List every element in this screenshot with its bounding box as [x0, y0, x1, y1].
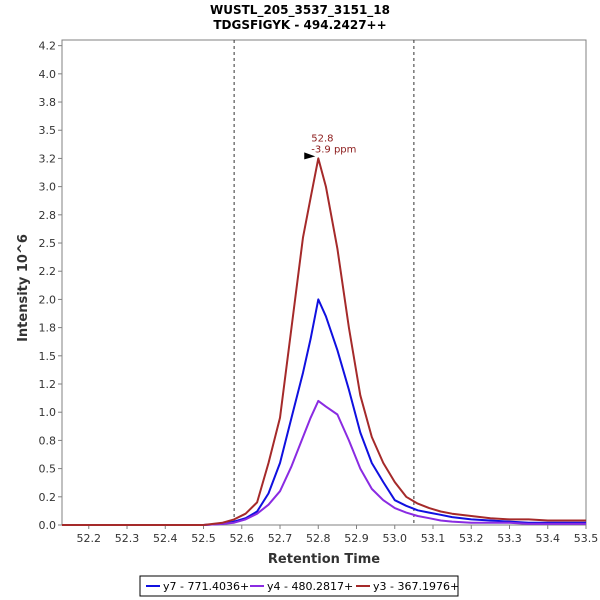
x-tick-label: 52.3: [115, 532, 140, 545]
legend-label: y4 - 480.2817+: [267, 580, 353, 593]
y-tick-label: 2.2: [39, 265, 57, 278]
x-tick-label: 52.2: [77, 532, 102, 545]
x-tick-label: 52.9: [344, 532, 369, 545]
y-tick-label: 1.8: [39, 322, 57, 335]
y-axis-label: Intensity 10^6: [16, 234, 31, 342]
legend: y7 - 771.4036+ y4 - 480.2817+ y3 - 367.197…: [139, 575, 459, 597]
y-axis: 0.0 0.2 0.5 0.8 1.0 1.2 1.5 1.8 2.0 2.2 2.5 2.8 3.0 3…: [39, 40, 62, 532]
annotation-rt: 52.8: [311, 133, 333, 144]
y-tick-label: 3.0: [39, 181, 57, 194]
x-tick-label: 52.4: [153, 532, 178, 545]
peak-boundaries: [233, 40, 415, 525]
y-tick-label: 0.8: [39, 434, 57, 447]
peak-annotation: 52.8 -3.9 ppm: [304, 133, 356, 160]
x-tick-label: 53.5: [574, 532, 599, 545]
legend-label: y7 - 771.4036+: [163, 580, 249, 593]
y-tick-label: 3.5: [39, 124, 57, 137]
y-tick-label: 2.5: [39, 237, 57, 250]
peak-marker-icon: [304, 152, 316, 160]
x-tick-label: 52.5: [191, 532, 216, 545]
y-tick-label: 0.0: [39, 519, 57, 532]
x-tick-label: 53.0: [383, 532, 408, 545]
x-axis: 52.2 52.3 52.4 52.5 52.6 52.7 52.8 52.9 53.0 53.1…: [77, 525, 599, 545]
series-line: [62, 157, 586, 526]
y-tick-label: 4.2: [39, 40, 57, 53]
y-tick-label: 1.2: [39, 378, 57, 391]
plot-area: [61, 39, 587, 526]
x-tick-label: 53.4: [536, 532, 561, 545]
annotation-ppm: -3.9 ppm: [311, 144, 356, 155]
series-group: [62, 157, 586, 526]
y-tick-label: 4.0: [39, 68, 57, 81]
y-tick-label: 1.0: [39, 406, 57, 419]
x-tick-label: 52.8: [306, 532, 331, 545]
y-tick-label: 0.5: [39, 463, 57, 476]
x-tick-label: 53.2: [459, 532, 484, 545]
chart-title: WUSTL_205_3537_3151_18: [210, 3, 390, 18]
y-tick-label: 3.8: [39, 96, 57, 109]
x-tick-label: 52.7: [268, 532, 293, 545]
x-axis-label: Retention Time: [268, 552, 380, 567]
y-tick-label: 1.5: [39, 350, 57, 363]
x-tick-label: 52.6: [230, 532, 255, 545]
x-tick-label: 53.1: [421, 532, 446, 545]
y-tick-label: 2.8: [39, 209, 57, 222]
x-tick-label: 53.3: [497, 532, 522, 545]
y-tick-label: 3.2: [39, 152, 57, 165]
y-tick-label: 2.0: [39, 293, 57, 306]
legend-box: [139, 575, 459, 597]
series-line: [62, 399, 586, 526]
legend-label: y3 - 367.1976+: [373, 580, 459, 593]
series-line: [62, 298, 586, 526]
chart-subtitle: TDGSFIGYK - 494.2427++: [213, 18, 386, 32]
y-tick-label: 0.2: [39, 491, 57, 504]
